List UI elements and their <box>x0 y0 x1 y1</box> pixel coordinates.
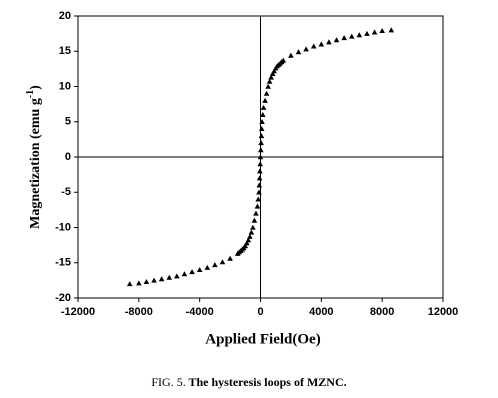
data-point <box>174 273 180 279</box>
x-tick-label: -8000 <box>125 306 153 318</box>
data-point <box>356 32 363 38</box>
data-point <box>295 49 302 55</box>
data-point <box>254 203 261 209</box>
x-tick-label: 12000 <box>428 306 459 318</box>
caption-text: The hysteresis loops of MZNC. <box>189 375 347 389</box>
data-point <box>268 74 274 80</box>
data-point <box>310 43 317 49</box>
data-point <box>256 182 263 188</box>
data-point <box>348 33 355 39</box>
data-point <box>259 111 266 117</box>
data-point <box>245 237 252 243</box>
data-point <box>265 83 271 89</box>
y-tick-label: 15 <box>59 45 71 57</box>
data-point <box>212 262 218 268</box>
data-point <box>371 29 378 35</box>
data-point <box>166 274 173 280</box>
data-point <box>269 71 276 77</box>
x-tick-label: 4000 <box>309 306 333 318</box>
data-point <box>181 271 188 277</box>
data-point <box>256 175 263 181</box>
data-point <box>255 196 262 202</box>
caption-label: FIG. 5. <box>151 375 185 389</box>
data-point <box>247 233 253 239</box>
data-point <box>219 259 226 265</box>
x-axis-label: Applied Field(Oe) <box>205 331 320 347</box>
data-point <box>258 133 265 139</box>
y-tick-label: 5 <box>65 116 71 128</box>
data-point <box>262 97 268 103</box>
y-label-superscript: -1 <box>25 90 36 98</box>
data-point <box>196 267 203 273</box>
y-axis-label: Magnetization (emu g-1) <box>25 85 43 229</box>
y-label-text: Magnetization (emu g <box>28 98 43 229</box>
data-point <box>257 168 263 174</box>
x-tick-label: 8000 <box>370 306 394 318</box>
caption: FIG. 5. The hysteresis loops of MZNC. <box>151 375 346 389</box>
y-tick-label: -20 <box>55 292 71 304</box>
data-point <box>250 224 256 230</box>
data-point <box>341 35 347 41</box>
data-point <box>242 243 249 249</box>
data-point <box>258 140 264 146</box>
data-point <box>379 28 385 34</box>
y-tick-label: 20 <box>59 10 71 22</box>
data-point <box>136 280 142 286</box>
data-point <box>259 118 265 124</box>
x-tick-label: -4000 <box>186 306 214 318</box>
data-point <box>227 255 233 261</box>
data-point <box>256 189 262 195</box>
data-point <box>126 281 133 287</box>
data-point <box>251 217 258 223</box>
y-tick-label: -5 <box>61 186 71 198</box>
y-tick-label: -10 <box>55 221 71 233</box>
data-point <box>266 78 273 84</box>
data-point <box>318 41 325 47</box>
data-point <box>189 269 195 275</box>
data-point <box>143 278 150 285</box>
data-point <box>326 39 332 45</box>
data-point <box>258 147 264 153</box>
y-tick-label: -15 <box>55 257 71 269</box>
data-point <box>271 68 277 74</box>
data-point <box>248 229 255 235</box>
data-point <box>253 210 259 216</box>
data-point <box>288 52 294 58</box>
data-point <box>260 104 267 110</box>
data-point <box>303 46 309 52</box>
data-point <box>151 277 157 283</box>
y-tick-label: 10 <box>59 80 71 92</box>
y-tick-label: 0 <box>65 151 71 163</box>
data-point <box>280 57 287 63</box>
data-point <box>263 90 270 96</box>
data-point <box>333 37 340 43</box>
data-point <box>204 264 211 270</box>
x-tick-label: 0 <box>257 306 263 318</box>
x-tick-label: -12000 <box>61 306 95 318</box>
y-label-close: ) <box>28 85 43 90</box>
data-point <box>158 276 165 282</box>
data-point <box>244 240 250 246</box>
data-point <box>258 126 265 132</box>
data-point <box>257 161 263 167</box>
data-point <box>388 27 395 33</box>
data-point <box>364 30 370 36</box>
data-point <box>257 154 264 160</box>
